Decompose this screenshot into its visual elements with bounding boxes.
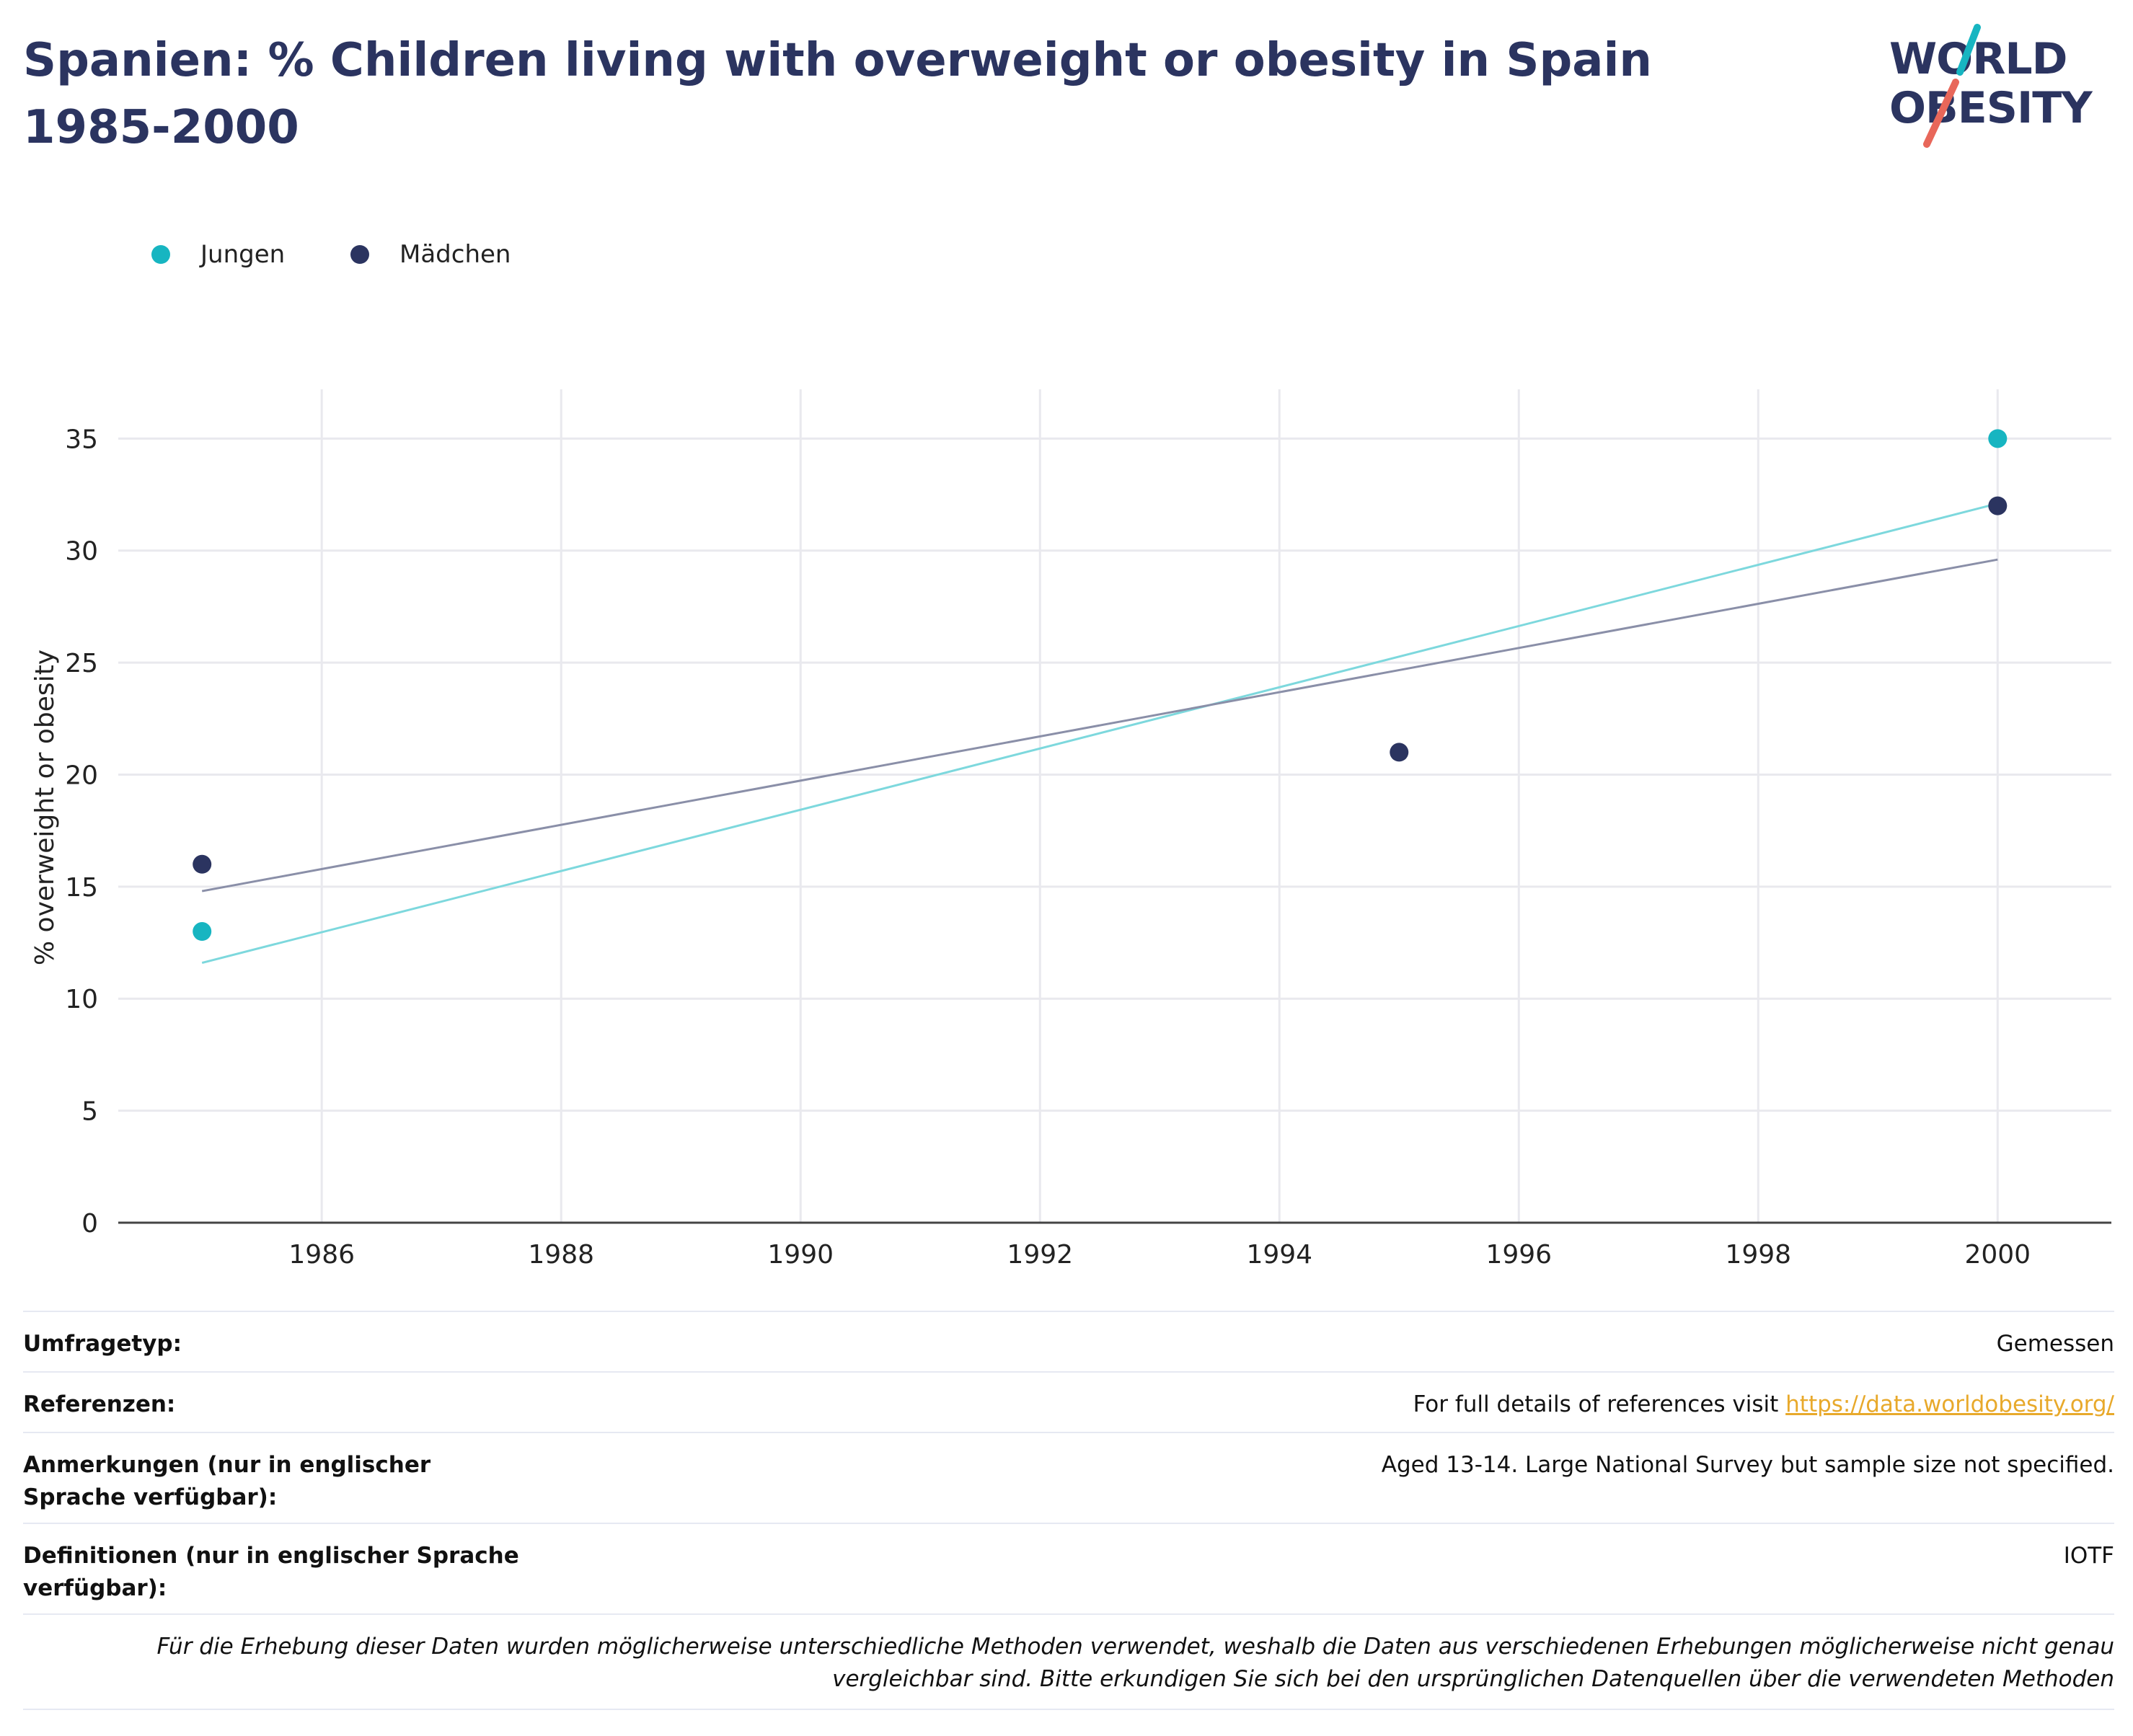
meta-row-references: Referenzen: For full details of referenc… — [23, 1371, 2114, 1432]
logo-text-world: WORLD — [1889, 34, 2067, 84]
chart-title: Spanien: % Children living with overweig… — [23, 34, 1652, 154]
y-tick-label: 35 — [65, 425, 98, 454]
meta-value-survey-type: Gemessen — [1996, 1331, 2114, 1357]
world-obesity-logo: WORLD OBESITY — [1889, 22, 2120, 159]
meta-value-references: For full details of references visit htt… — [1413, 1373, 2114, 1432]
trend-lines — [201, 502, 1998, 964]
data-point-maedchen — [193, 854, 212, 874]
logo-text-obesity: OBESITY — [1889, 83, 2093, 133]
chart-axes: 1986 1988 1990 1992 1994 1996 1998 2000 0 5 10 15 20… — [65, 425, 2111, 1270]
x-tick-label: 1992 — [1007, 1240, 1073, 1270]
x-tick-label: 2000 — [1964, 1240, 2031, 1270]
chart-gridlines — [118, 389, 2111, 1223]
data-points — [193, 429, 2008, 942]
legend-marker-maedchen — [350, 245, 369, 264]
y-tick-label: 25 — [65, 649, 98, 678]
scatter-chart: 1986 1988 1990 1992 1994 1996 1998 2000 0 5 10 15 20… — [30, 389, 2111, 1270]
x-tick-label: 1994 — [1246, 1240, 1312, 1270]
meta-key-definitions: Definitionen (nur in englischer Sprache … — [23, 1543, 519, 1601]
meta-value-definitions: IOTF — [2063, 1543, 2114, 1569]
data-point-jungen — [193, 922, 212, 942]
data-point-jungen — [1988, 429, 2008, 448]
x-tick-label: 1996 — [1485, 1240, 1552, 1270]
legend-item-jungen[interactable]: Jungen — [151, 236, 285, 273]
meta-row-survey-type: Umfragetyp: Gemessen — [23, 1311, 2114, 1371]
methodology-footnote: Für die Erhebung dieser Daten wurden mög… — [23, 1613, 2114, 1710]
x-tick-label: 1988 — [528, 1240, 594, 1270]
y-tick-label: 30 — [65, 537, 98, 567]
y-tick-label: 0 — [81, 1209, 98, 1239]
x-tick-label: 1990 — [767, 1240, 834, 1270]
legend-item-maedchen[interactable]: Mädchen — [350, 236, 511, 273]
trend-line-maedchen — [201, 558, 1998, 893]
trend-line-jungen — [201, 502, 1998, 964]
data-point-maedchen — [1390, 743, 1409, 762]
meta-key-survey-type: Umfragetyp: — [23, 1331, 182, 1357]
meta-value-notes: Aged 13-14. Large National Survey but sa… — [1381, 1452, 2114, 1478]
legend-label-maedchen: Mädchen — [399, 240, 511, 269]
metadata-table: Umfragetyp: Gemessen Referenzen: For ful… — [23, 1311, 2114, 1710]
meta-key-notes: Anmerkungen (nur in englischer Sprache v… — [23, 1452, 431, 1510]
data-point-maedchen — [1988, 496, 2008, 515]
legend-marker-jungen — [151, 245, 170, 264]
meta-key-references: Referenzen: — [23, 1391, 176, 1417]
references-link[interactable]: https://data.worldobesity.org/ — [1785, 1391, 2114, 1417]
logo-slash-icon — [1923, 24, 1981, 148]
legend-label-jungen: Jungen — [200, 240, 286, 269]
y-tick-label: 20 — [65, 761, 98, 790]
references-prefix: For full details of references visit — [1413, 1391, 1786, 1417]
x-tick-label: 1998 — [1725, 1240, 1791, 1270]
meta-row-definitions: Definitionen (nur in englischer Sprache … — [23, 1523, 2114, 1613]
y-tick-label: 10 — [65, 985, 98, 1014]
y-tick-label: 15 — [65, 873, 98, 903]
y-tick-label: 5 — [81, 1097, 98, 1127]
y-axis-label: % overweight or obesity — [30, 650, 60, 965]
meta-row-notes: Anmerkungen (nur in englischer Sprache v… — [23, 1432, 2114, 1523]
x-tick-label: 1986 — [288, 1240, 355, 1270]
